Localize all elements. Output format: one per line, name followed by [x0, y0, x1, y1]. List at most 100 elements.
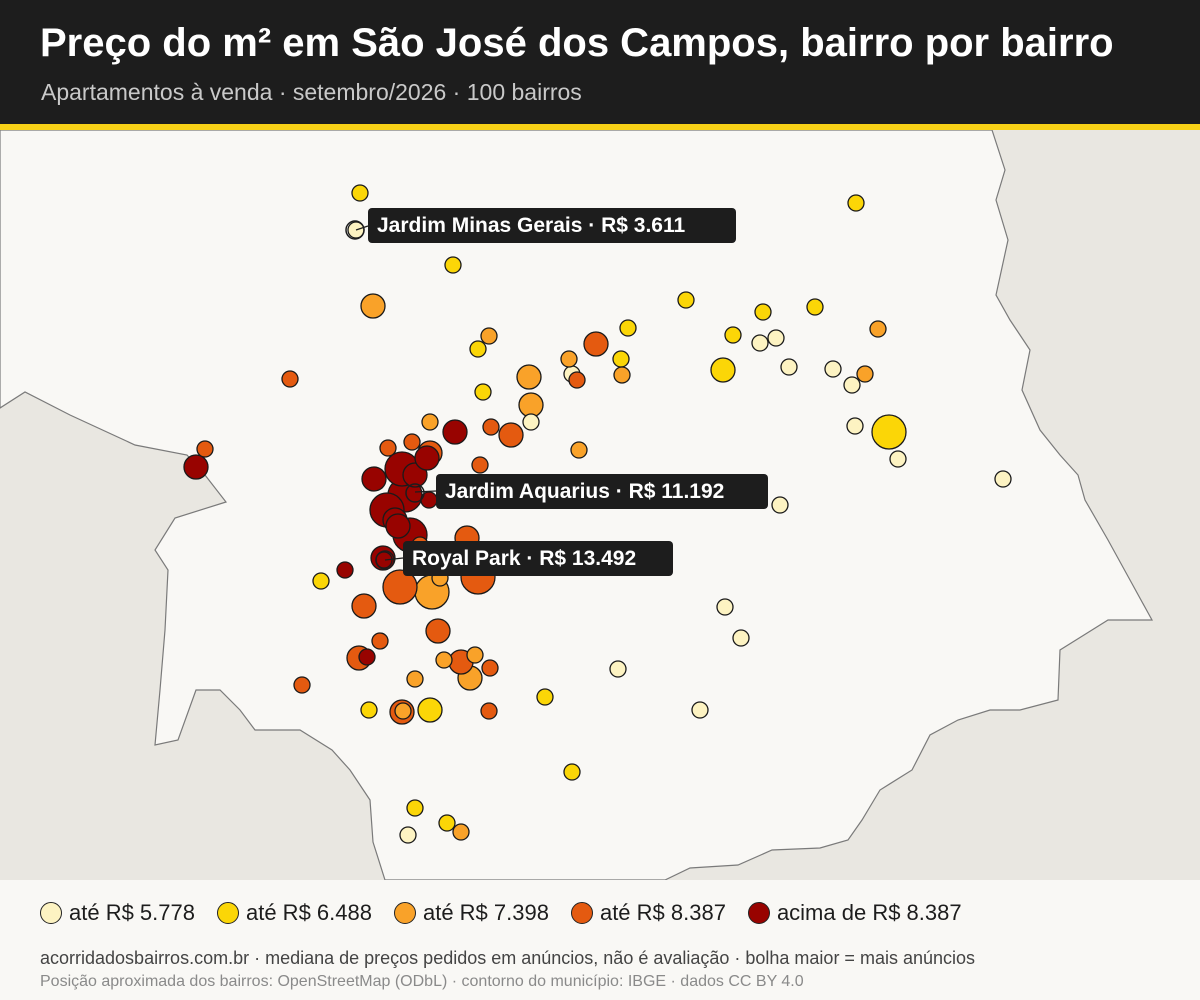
- neighborhood-bubble[interactable]: [312, 572, 330, 590]
- callout-box: [436, 474, 768, 509]
- callout: Jardim Aquarius · R$ 11.192: [405, 474, 768, 509]
- neighborhood-bubble[interactable]: [619, 319, 637, 337]
- neighborhood-bubble[interactable]: [361, 466, 387, 492]
- neighborhood-bubble[interactable]: [417, 697, 443, 723]
- neighborhood-bubble[interactable]: [754, 303, 772, 321]
- legend-swatch-tier-2: [216, 902, 239, 924]
- neighborhood-bubble[interactable]: [869, 320, 887, 338]
- callout-label: Royal Park · R$ 13.492: [412, 547, 636, 570]
- neighborhood-bubble[interactable]: [394, 702, 412, 720]
- neighborhood-bubble[interactable]: [399, 826, 417, 844]
- neighborhood-bubble[interactable]: [570, 441, 588, 459]
- callout: Jardim Minas Gerais · R$ 3.611: [345, 208, 736, 243]
- neighborhood-bubble[interactable]: [425, 618, 451, 644]
- neighborhood-bubble[interactable]: [351, 593, 377, 619]
- map[interactable]: Jardim Minas Gerais · R$ 3.611 Jardim Aqu…: [0, 130, 1200, 880]
- neighborhood-bubble[interactable]: [414, 445, 440, 471]
- callout-leader-line: [355, 225, 369, 231]
- footnote-attribution: Posição aproximada dos bairros: OpenStre…: [40, 973, 804, 990]
- neighborhood-bubble[interactable]: [609, 660, 627, 678]
- callout: Royal Park · R$ 13.492: [375, 541, 673, 576]
- neighborhood-bubble[interactable]: [994, 470, 1012, 488]
- neighborhood-bubble[interactable]: [336, 561, 354, 579]
- neighborhood-bubble[interactable]: [482, 418, 500, 436]
- neighborhood-bubble[interactable]: [583, 331, 609, 357]
- neighborhood-bubble[interactable]: [452, 823, 470, 841]
- neighborhood-bubble[interactable]: [371, 632, 389, 650]
- neighborhood-bubble[interactable]: [379, 439, 397, 457]
- neighborhood-bubble[interactable]: [871, 414, 907, 450]
- legend-item-tier-3: até R$ 7.398: [393, 900, 549, 926]
- neighborhood-bubble[interactable]: [385, 513, 411, 539]
- neighborhood-bubble[interactable]: [780, 358, 798, 376]
- neighborhood-bubble[interactable]: [843, 376, 861, 394]
- neighborhood-bubble[interactable]: [751, 334, 769, 352]
- neighborhood-bubble[interactable]: [403, 433, 421, 451]
- neighborhood-bubble[interactable]: [536, 688, 554, 706]
- neighborhood-bubble[interactable]: [471, 456, 489, 474]
- callout-layer: Jardim Minas Gerais · R$ 3.611 Jardim Aqu…: [345, 208, 768, 576]
- neighborhood-bubble[interactable]: [293, 676, 311, 694]
- neighborhood-bubble[interactable]: [481, 659, 499, 677]
- neighborhood-bubble[interactable]: [406, 799, 424, 817]
- neighborhood-bubble[interactable]: [444, 256, 462, 274]
- neighborhood-bubble[interactable]: [442, 419, 468, 445]
- neighborhood-bubble[interactable]: [358, 648, 376, 666]
- legend-swatch-tier-5: [747, 902, 770, 924]
- callout-box: [403, 541, 673, 576]
- page-subtitle: Apartamentos à venda · setembro/2026 · 1…: [41, 79, 582, 105]
- legend-swatch-tier-1: [40, 902, 62, 924]
- callout-label: Jardim Aquarius · R$ 11.192: [445, 480, 724, 503]
- neighborhood-bubble[interactable]: [438, 814, 456, 832]
- neighborhood-bubble[interactable]: [351, 184, 369, 202]
- neighborhood-bubble[interactable]: [613, 366, 631, 384]
- legend-swatch-tier-3: [393, 902, 416, 924]
- neighborhood-bubble[interactable]: [281, 370, 299, 388]
- neighborhood-bubble[interactable]: [568, 371, 586, 389]
- neighborhood-bubble[interactable]: [498, 422, 524, 448]
- neighborhood-bubble[interactable]: [421, 413, 439, 431]
- neighborhood-bubble[interactable]: [406, 670, 424, 688]
- neighborhood-bubble[interactable]: [612, 350, 630, 368]
- neighborhood-bubble[interactable]: [480, 327, 498, 345]
- neighborhood-bubble[interactable]: [560, 350, 578, 368]
- neighborhood-bubble[interactable]: [563, 763, 581, 781]
- neighborhood-bubble[interactable]: [435, 651, 453, 669]
- footnote-source: acorridadosbairros.com.br · mediana de p…: [40, 948, 976, 968]
- neighborhood-bubble[interactable]: [183, 454, 209, 480]
- neighborhood-bubble[interactable]: [360, 293, 386, 319]
- callout-highlight-ring: [405, 483, 425, 503]
- neighborhood-bubble[interactable]: [846, 417, 864, 435]
- neighborhood-bubble[interactable]: [767, 329, 785, 347]
- callout-label: Jardim Minas Gerais · R$ 3.611: [377, 214, 685, 237]
- neighborhood-bubble[interactable]: [732, 629, 750, 647]
- neighborhood-bubble[interactable]: [522, 413, 540, 431]
- header: Preço do m² em São José dos Campos, bair…: [0, 0, 1200, 124]
- neighborhood-bubble[interactable]: [466, 646, 484, 664]
- neighborhood-bubble[interactable]: [469, 340, 487, 358]
- callout-box: [368, 208, 736, 243]
- neighborhood-bubble[interactable]: [691, 701, 709, 719]
- neighborhood-bubble[interactable]: [516, 364, 542, 390]
- callout-highlight-ring: [375, 550, 395, 570]
- neighborhood-bubble[interactable]: [824, 360, 842, 378]
- legend-label: até R$ 6.488: [245, 900, 372, 925]
- neighborhood-bubble[interactable]: [710, 357, 736, 383]
- legend-item-tier-1: até R$ 5.778: [40, 900, 195, 926]
- legend-label: até R$ 8.387: [599, 900, 726, 925]
- neighborhood-bubble[interactable]: [382, 569, 418, 605]
- neighborhood-bubble[interactable]: [847, 194, 865, 212]
- neighborhood-bubble[interactable]: [806, 298, 824, 316]
- neighborhood-bubble[interactable]: [856, 365, 874, 383]
- neighborhood-bubble[interactable]: [724, 326, 742, 344]
- neighborhood-bubble[interactable]: [196, 440, 214, 458]
- neighborhood-bubble[interactable]: [480, 702, 498, 720]
- neighborhood-bubble[interactable]: [474, 383, 492, 401]
- callout-leader-line: [414, 490, 437, 493]
- neighborhood-bubble[interactable]: [716, 598, 734, 616]
- neighborhood-bubble[interactable]: [360, 701, 378, 719]
- neighborhood-bubble[interactable]: [677, 291, 695, 309]
- neighborhood-bubble[interactable]: [771, 496, 789, 514]
- legend-swatch-tier-4: [570, 902, 593, 924]
- neighborhood-bubble[interactable]: [889, 450, 907, 468]
